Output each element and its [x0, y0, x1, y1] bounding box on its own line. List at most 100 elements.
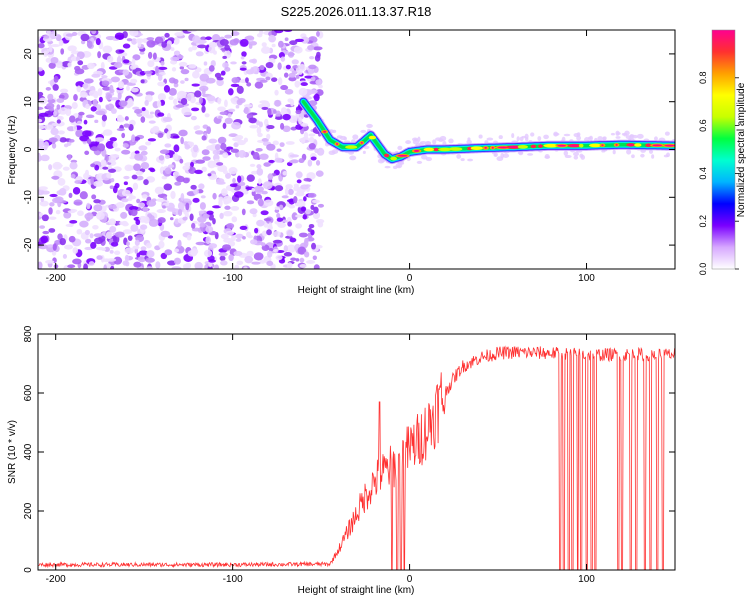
- noise-speck: [241, 208, 246, 216]
- noise-speck: [230, 61, 237, 65]
- noise-speck: [219, 255, 226, 261]
- noise-speck: [573, 151, 580, 157]
- noise-speck: [201, 166, 207, 173]
- noise-speck: [171, 266, 182, 269]
- noise-speck: [227, 113, 232, 118]
- noise-speck: [448, 138, 454, 144]
- noise-speck: [121, 132, 126, 139]
- noise-speck: [199, 202, 206, 210]
- noise-speck: [132, 182, 139, 191]
- noise-speck: [232, 177, 236, 184]
- snr-y-tick-label: 200: [23, 502, 34, 519]
- noise-speck: [261, 230, 268, 237]
- noise-speck: [173, 50, 181, 56]
- spectrogram-x-tick-label: -100: [223, 273, 243, 284]
- noise-speck: [299, 264, 307, 268]
- noise-speck: [73, 94, 78, 102]
- noise-speck: [274, 185, 284, 192]
- noise-speck: [178, 129, 188, 137]
- noise-speck: [147, 60, 155, 68]
- noise-speck: [38, 97, 48, 105]
- noise-speck: [631, 154, 635, 159]
- noise-speck: [158, 240, 165, 249]
- noise-speck: [97, 51, 102, 59]
- snr-y-ticks: 0 200 400 600 800: [23, 325, 675, 573]
- spectrogram-x-tick-label: -200: [46, 273, 66, 284]
- noise-speck: [156, 100, 162, 108]
- ridge-hotspot-core: [601, 144, 604, 147]
- noise-speck: [105, 231, 113, 239]
- noise-speck: [362, 150, 366, 154]
- noise-speck: [146, 250, 155, 258]
- noise-speck: [416, 160, 423, 164]
- noise-speck: [174, 181, 182, 186]
- noise-speck: [69, 220, 78, 224]
- noise-speck: [621, 133, 626, 136]
- noise-speck: [271, 43, 276, 48]
- noise-speck: [68, 139, 75, 143]
- noise-speck: [300, 206, 307, 212]
- noise-speck: [248, 117, 257, 124]
- noise-speck: [537, 136, 542, 141]
- noise-speck: [177, 239, 182, 248]
- noise-speck: [294, 80, 301, 88]
- noise-speck: [140, 246, 147, 251]
- noise-speck: [114, 32, 125, 40]
- noise-speck: [117, 81, 125, 90]
- noise-speck: [363, 145, 370, 150]
- colorbar-tick-label: 0.6: [698, 119, 708, 132]
- noise-speck: [70, 159, 78, 163]
- noise-speck: [202, 81, 208, 86]
- noise-speck: [84, 212, 94, 220]
- noise-speck: [467, 137, 471, 141]
- noise-speck: [263, 217, 272, 222]
- noise-speck: [101, 75, 108, 79]
- spectrogram-noise-region: [38, 30, 675, 269]
- noise-speck: [109, 185, 114, 189]
- noise-speck: [184, 144, 191, 150]
- noise-speck: [228, 167, 238, 175]
- noise-speck: [256, 219, 265, 227]
- noise-speck: [163, 183, 173, 191]
- noise-speck: [116, 116, 125, 123]
- noise-speck: [424, 141, 431, 146]
- noise-speck: [65, 223, 74, 227]
- noise-speck: [150, 127, 160, 134]
- noise-speck: [121, 189, 131, 197]
- noise-speck: [71, 101, 78, 110]
- noise-speck: [141, 194, 148, 199]
- noise-speck: [167, 235, 174, 239]
- noise-speck: [224, 205, 231, 210]
- noise-speck: [39, 212, 44, 217]
- noise-speck: [176, 54, 184, 59]
- noise-speck: [164, 167, 172, 175]
- noise-speck: [201, 149, 210, 156]
- noise-speck: [236, 98, 243, 106]
- noise-speck: [59, 88, 69, 94]
- noise-speck: [109, 84, 114, 92]
- noise-speck: [274, 30, 284, 34]
- noise-speck: [157, 209, 164, 213]
- ridge-hotspot-core: [360, 141, 363, 144]
- noise-speck: [212, 217, 216, 225]
- noise-speck: [143, 179, 149, 186]
- noise-speck: [516, 136, 520, 142]
- noise-speck: [222, 122, 227, 129]
- noise-speck: [38, 153, 42, 162]
- noise-speck: [273, 109, 277, 114]
- noise-speck: [282, 113, 291, 121]
- noise-speck: [38, 118, 43, 123]
- noise-speck: [201, 135, 207, 141]
- noise-speck: [38, 43, 45, 49]
- noise-speck: [140, 116, 146, 123]
- ridge-hotspot-core: [615, 143, 618, 146]
- noise-speck: [79, 220, 89, 228]
- noise-speck: [235, 233, 244, 239]
- noise-speck: [243, 104, 253, 108]
- noise-speck: [238, 149, 246, 158]
- noise-speck: [300, 36, 310, 44]
- noise-speck: [188, 47, 193, 52]
- ridge-hotspot-core: [385, 154, 388, 157]
- noise-speck: [168, 87, 177, 96]
- noise-speck: [467, 158, 474, 162]
